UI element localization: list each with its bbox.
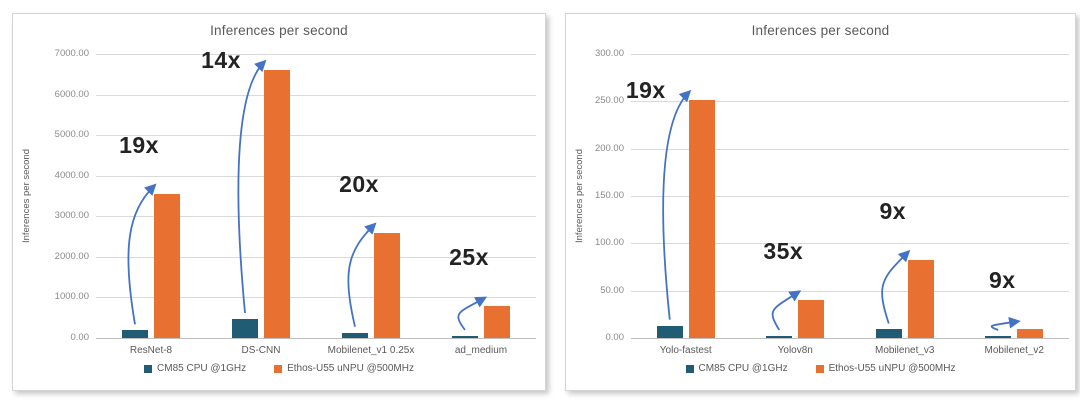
annotation-label: 35x — [763, 238, 804, 265]
legend-item: CM85 CPU @1GHz — [685, 363, 788, 374]
annotation-label: 25x — [449, 244, 489, 271]
speedup-arrow-icon — [771, 290, 802, 331]
bar-cpu — [766, 336, 793, 338]
bar-cpu — [875, 329, 902, 338]
category-label: Yolo-fastest — [659, 345, 712, 356]
legend-swatch — [274, 364, 283, 373]
chart-card-right: Inferences per second Inferences per sec… — [565, 13, 1076, 391]
speedup-arrow-icon — [662, 89, 692, 320]
legend-label: Ethos-U55 uNPU @500MHz — [287, 363, 414, 374]
bar-cpu — [656, 325, 683, 338]
speedup-arrow-icon — [881, 249, 911, 324]
category-label: Mobilenet_v2 — [984, 345, 1044, 356]
speedup-arrow-icon — [127, 183, 157, 325]
gridline — [96, 94, 536, 96]
y-tick-label: 6000.00 — [54, 88, 89, 100]
category-label: Mobilenet_v1 0.25x — [327, 345, 415, 356]
y-tick-label: 50.00 — [600, 284, 624, 296]
bar-npu — [484, 306, 510, 338]
gridline — [631, 101, 1069, 103]
gridline — [96, 256, 536, 258]
chart-title: Inferences per second — [210, 23, 348, 38]
bar-npu — [264, 70, 290, 338]
legend-item: CM85 CPU @1GHz — [144, 363, 246, 374]
bar-cpu — [985, 336, 1012, 338]
legend-label: CM85 CPU @1GHz — [698, 363, 788, 374]
y-tick-label: 200.00 — [594, 142, 624, 154]
annotation-label: 14x — [201, 47, 241, 74]
legend-item: Ethos-U55 uNPU @500MHz — [815, 363, 956, 374]
legend-swatch — [144, 364, 153, 373]
bar-cpu — [122, 330, 148, 338]
gridline — [631, 196, 1069, 197]
category-label: Mobilenet_v3 — [875, 345, 935, 356]
bar-npu — [1017, 329, 1044, 338]
bar-cpu — [342, 332, 368, 338]
chart-title: Inferences per second — [751, 23, 890, 38]
speedup-arrow-icon — [457, 296, 488, 331]
bar-npu — [374, 232, 400, 338]
bar-npu — [154, 193, 180, 338]
annotation-label: 9x — [879, 198, 907, 225]
speedup-arrow-icon — [347, 222, 377, 327]
y-tick-label: 7000.00 — [54, 48, 89, 59]
gridline — [631, 290, 1069, 292]
annotation-label: 19x — [119, 131, 159, 158]
y-tick-label: 3000.00 — [54, 210, 89, 222]
bar-npu — [798, 300, 825, 338]
y-tick-label: 5000.00 — [54, 129, 89, 141]
speedup-arrow-icon — [237, 59, 267, 314]
gridline — [96, 297, 536, 299]
category-label: ResNet-8 — [129, 345, 173, 356]
y-tick-label: 300.00 — [594, 48, 624, 59]
legend-item: Ethos-U55 uNPU @500MHz — [274, 363, 414, 374]
gridline — [96, 135, 536, 137]
chart-card-left: Inferences per second Inferences per sec… — [12, 13, 546, 391]
gridline — [96, 54, 536, 55]
annotation-label: 9x — [988, 267, 1016, 294]
gridline — [96, 216, 536, 218]
y-tick-label: 100.00 — [594, 237, 624, 249]
category-label: Yolov8n — [777, 345, 813, 356]
gridline — [631, 338, 1069, 339]
gridline — [631, 148, 1069, 150]
category-label: ad_medium — [454, 345, 508, 356]
bar-npu — [907, 260, 934, 338]
gridline — [96, 175, 536, 177]
gridline — [631, 243, 1069, 245]
y-tick-label: 0.00 — [605, 332, 625, 343]
speedup-arrow-icon — [990, 316, 1021, 331]
y-tick-label: 1000.00 — [54, 291, 89, 303]
legend: CM85 CPU @1GHz Ethos-U55 uNPU @500MHz — [13, 363, 545, 374]
legend-label: CM85 CPU @1GHz — [157, 363, 247, 374]
y-tick-label: 0.00 — [70, 332, 90, 343]
annotation-label: 20x — [339, 170, 379, 197]
bar-cpu — [232, 318, 258, 338]
gridline — [96, 338, 536, 339]
y-tick-label: 250.00 — [594, 95, 624, 107]
legend: CM85 CPU @1GHz Ethos-U55 uNPU @500MHz — [566, 363, 1075, 374]
bar-npu — [688, 100, 715, 338]
legend-label: Ethos-U55 uNPU @500MHz — [828, 363, 956, 374]
legend-swatch — [815, 364, 824, 373]
gridline — [631, 54, 1069, 55]
category-label: DS-CNN — [241, 345, 281, 356]
y-tick-label: 150.00 — [594, 190, 624, 201]
annotation-label: 19x — [625, 77, 666, 104]
y-tick-label: 4000.00 — [54, 169, 89, 181]
y-tick-label: 2000.00 — [54, 250, 89, 262]
bar-cpu — [452, 336, 478, 338]
legend-swatch — [685, 364, 694, 373]
